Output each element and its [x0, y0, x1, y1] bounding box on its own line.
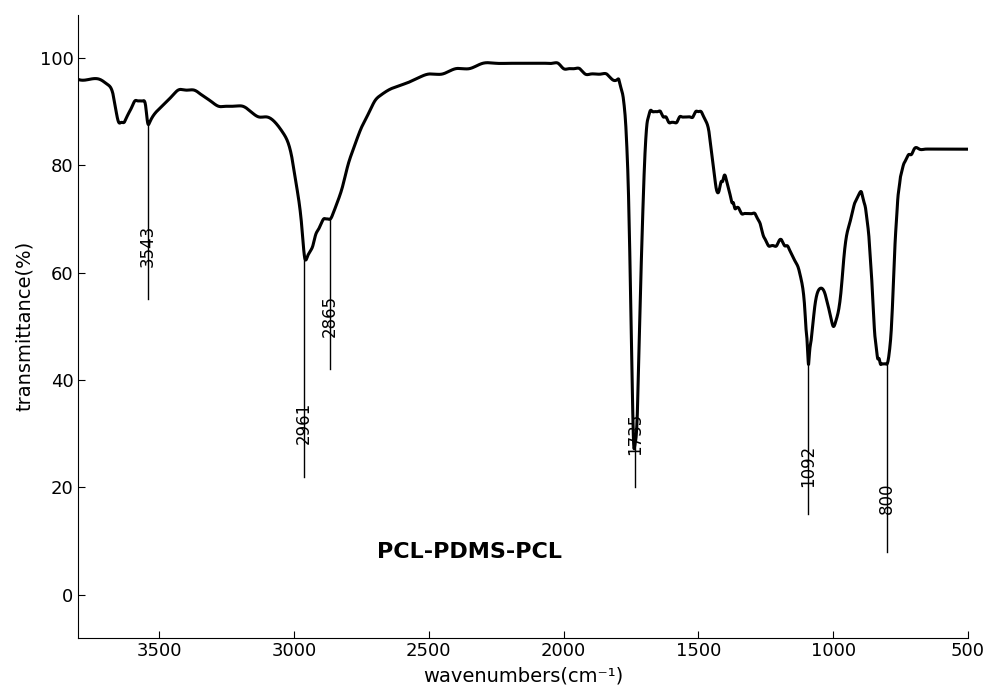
Y-axis label: transmittance(%): transmittance(%) — [15, 241, 34, 412]
Text: 800: 800 — [878, 482, 896, 514]
Text: 1092: 1092 — [799, 444, 817, 487]
X-axis label: wavenumbers(cm⁻¹): wavenumbers(cm⁻¹) — [423, 666, 623, 685]
Text: 1735: 1735 — [626, 412, 644, 455]
Text: 3543: 3543 — [138, 225, 156, 267]
Text: 2961: 2961 — [295, 402, 313, 444]
Text: PCL-PDMS-PCL: PCL-PDMS-PCL — [377, 542, 562, 562]
Text: 2865: 2865 — [320, 295, 338, 337]
